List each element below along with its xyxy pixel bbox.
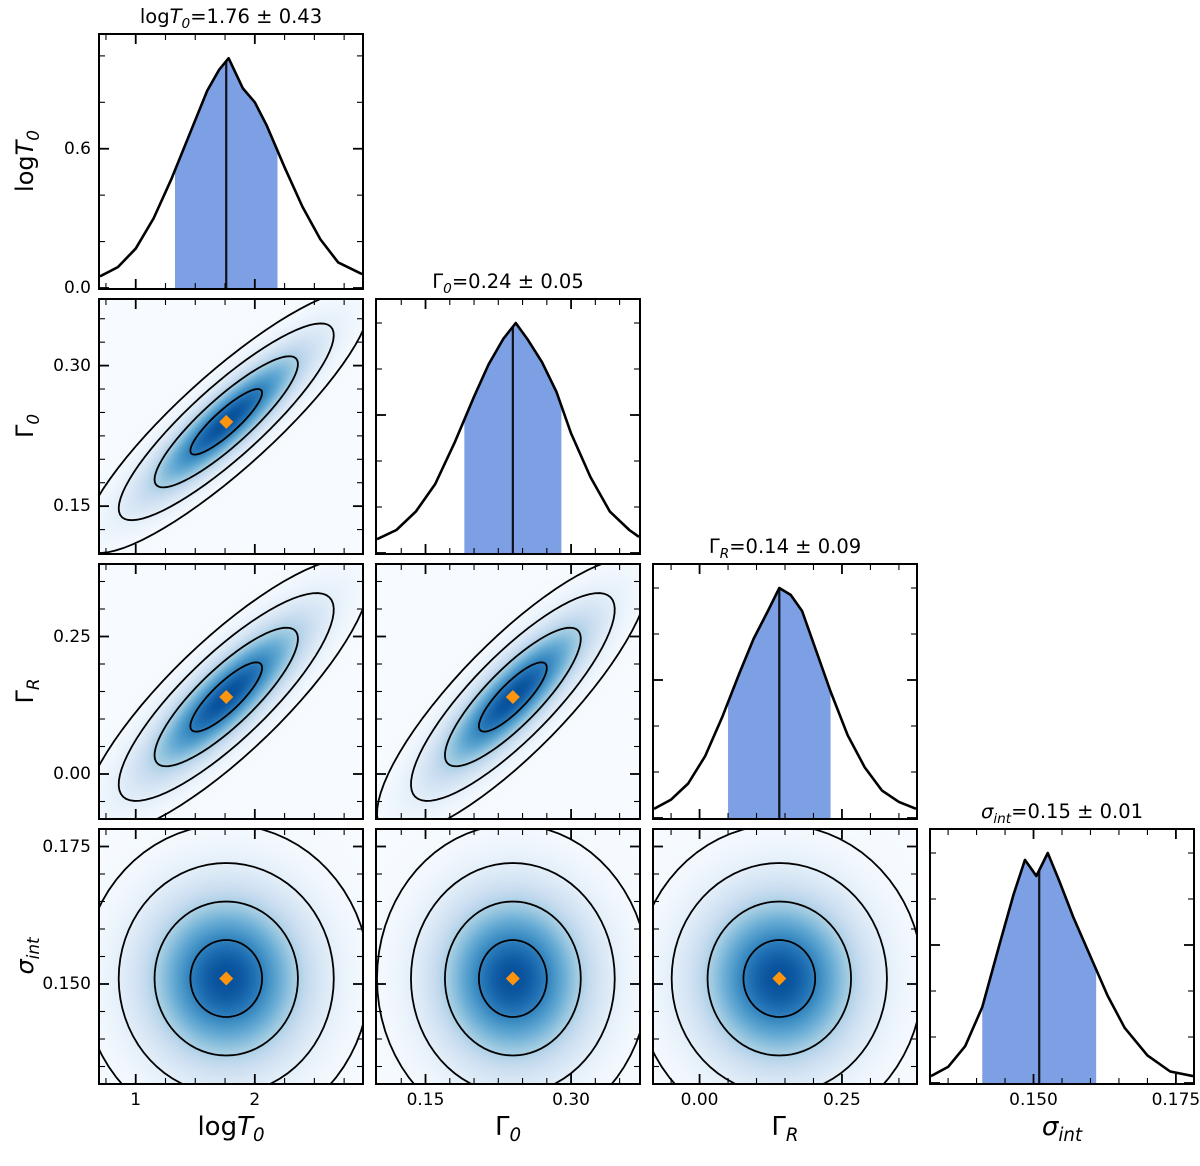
x-axis-label-sint: σint: [1041, 1112, 1083, 1147]
density-canvas-logT0-G0: [98, 298, 364, 555]
hist-canvas-GR: [652, 563, 918, 820]
panel-hist-GR: [652, 563, 918, 820]
density-canvas-logT0-GR: [98, 563, 364, 820]
y-axis-label-G0: Γ0: [11, 413, 43, 439]
panel-title-sint: σint=0.15 ± 0.01: [980, 800, 1144, 827]
tick-label: 2: [249, 1090, 261, 1110]
tick-label: 0.30: [552, 1090, 590, 1110]
tick-label: 0.25: [53, 626, 91, 647]
x-axis-label-logT0: logT0: [197, 1112, 265, 1147]
tick-label: 1: [130, 1090, 142, 1110]
density-canvas-logT0-sint: [98, 828, 364, 1085]
hist-canvas-G0: [375, 298, 641, 555]
tick-label: 0.30: [53, 355, 91, 376]
panel-density-logT0-G0: [98, 298, 364, 555]
x-axis-label-G0: Γ0: [494, 1112, 522, 1147]
hist-canvas-logT0: [98, 33, 364, 290]
tick-label: 0.15: [406, 1090, 445, 1110]
panel-density-GR-sint: [652, 828, 918, 1085]
tick-label: 0.150: [42, 974, 91, 994]
panel-title-G0: Γ0=0.24 ± 0.05: [432, 270, 584, 297]
tick-label: 0.00: [53, 764, 91, 784]
tick-label: 0.150: [1009, 1090, 1058, 1110]
density-canvas-G0-GR: [375, 563, 641, 820]
hist-canvas-sint: [929, 828, 1195, 1085]
tick-label: 0.00: [680, 1090, 719, 1110]
tick-label: 0.175: [42, 836, 91, 857]
tick-label: 0.25: [823, 1090, 861, 1110]
panel-hist-logT0: [98, 33, 364, 290]
panel-hist-G0: [375, 298, 641, 555]
panel-density-logT0-GR: [98, 563, 364, 820]
tick-label: 0.15: [53, 496, 91, 517]
x-axis-label-GR: ΓR: [771, 1112, 799, 1147]
tick-label: 0.0: [63, 278, 91, 298]
density-canvas-G0-sint: [375, 828, 641, 1085]
panel-title-logT0: logT0=1.76 ± 0.43: [139, 5, 323, 32]
tick-label: 0.175: [1151, 1090, 1200, 1110]
y-axis-label-logT0: logT0: [11, 130, 43, 192]
density-canvas-GR-sint: [652, 828, 918, 1085]
panel-density-G0-GR: [375, 563, 641, 820]
tick-label: 0.6: [63, 138, 91, 159]
panel-density-logT0-sint: [98, 828, 364, 1085]
panel-density-G0-sint: [375, 828, 641, 1085]
panel-hist-sint: [929, 828, 1195, 1085]
y-axis-label-sint: σint: [11, 937, 43, 975]
y-axis-label-GR: ΓR: [11, 678, 43, 704]
panel-title-GR: ΓR=0.14 ± 0.09: [708, 535, 862, 562]
